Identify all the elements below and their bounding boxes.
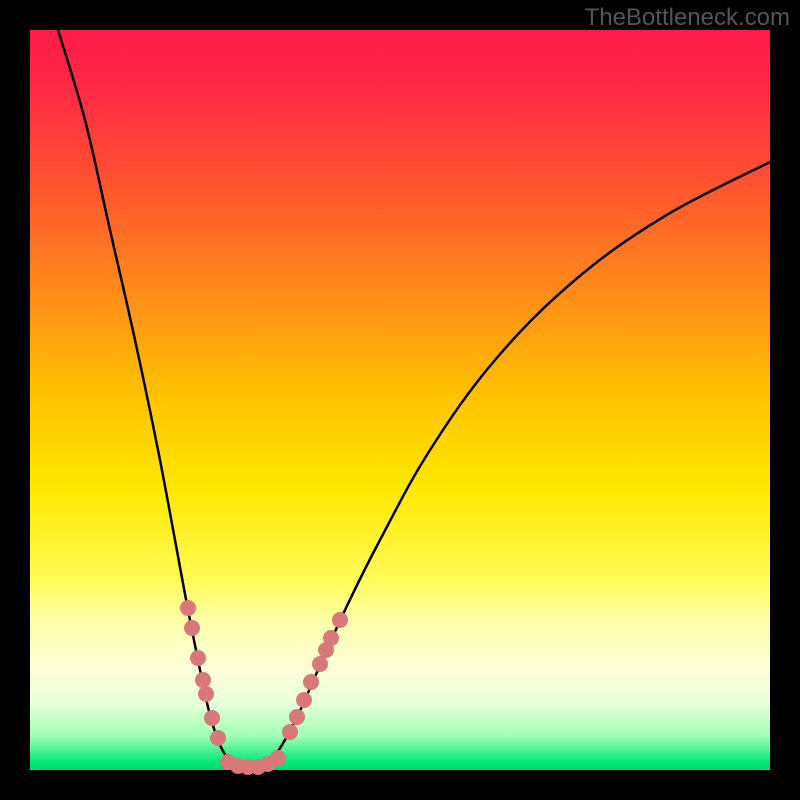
marker-point xyxy=(270,750,286,766)
marker-point xyxy=(312,656,328,672)
plot-background xyxy=(30,30,770,770)
marker-point xyxy=(204,710,220,726)
marker-point xyxy=(282,724,298,740)
marker-point xyxy=(210,730,226,746)
marker-point xyxy=(184,620,200,636)
marker-point xyxy=(289,709,305,725)
marker-point xyxy=(332,612,348,628)
bottleneck-chart xyxy=(0,0,800,800)
marker-point xyxy=(296,692,312,708)
marker-point xyxy=(323,630,339,646)
marker-point xyxy=(180,600,196,616)
marker-point xyxy=(190,650,206,666)
chart-container: TheBottleneck.com xyxy=(0,0,800,800)
marker-point xyxy=(303,674,319,690)
marker-point xyxy=(195,672,211,688)
watermark-text: TheBottleneck.com xyxy=(585,4,790,32)
marker-point xyxy=(198,686,214,702)
